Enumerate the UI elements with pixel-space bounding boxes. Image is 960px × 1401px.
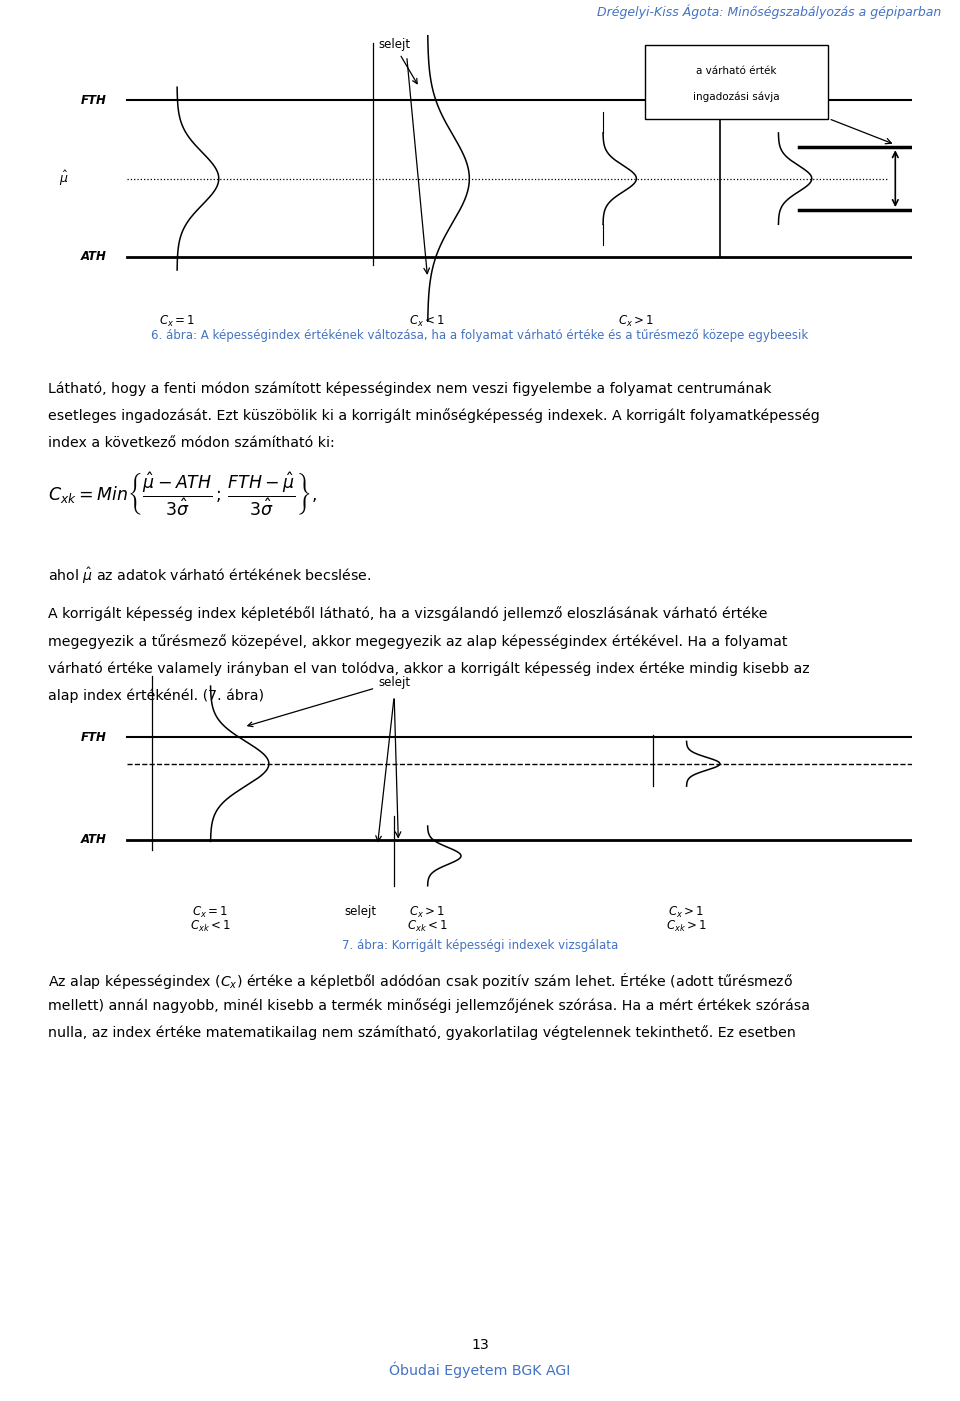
Text: Látható, hogy a fenti módon számított képességindex nem veszi figyelembe a folya: Látható, hogy a fenti módon számított ké… — [48, 381, 772, 395]
Text: $C_{xk} = Min\left\{\dfrac{\hat{\mu} - ATH}{3\hat{\sigma}}\,;\,\dfrac{FTH - \hat: $C_{xk} = Min\left\{\dfrac{\hat{\mu} - A… — [48, 471, 317, 517]
Text: $C_{xk}<1$: $C_{xk}<1$ — [190, 919, 231, 934]
Text: Drégelyi-Kiss Ágota: Minőségszabályozás a gépiparban: Drégelyi-Kiss Ágota: Minőségszabályozás … — [596, 4, 941, 20]
Text: nulla, az index értéke matematikailag nem számítható, gyakorlatilag végtelennek : nulla, az index értéke matematikailag ne… — [48, 1026, 796, 1041]
Text: megegyezik a tűrésmező közepével, akkor megegyezik az alap képességindex értékév: megegyezik a tűrésmező közepével, akkor … — [48, 633, 787, 649]
Text: index a következő módon számítható ki:: index a következő módon számítható ki: — [48, 436, 335, 450]
Text: alap index értékénél. (7. ábra): alap index értékénél. (7. ábra) — [48, 688, 264, 703]
Text: $C_x>1$: $C_x>1$ — [410, 905, 445, 920]
Text: $C_x>1$: $C_x>1$ — [618, 314, 655, 329]
Text: FTH: FTH — [81, 94, 107, 106]
Text: $\hat{\mu}$: $\hat{\mu}$ — [59, 170, 68, 188]
Text: ahol $\hat{\mu}$ az adatok várható értékének becslése.: ahol $\hat{\mu}$ az adatok várható érték… — [48, 565, 372, 586]
Text: 7. ábra: Korrigált képességi indexek vizsgálata: 7. ábra: Korrigált képességi indexek viz… — [342, 939, 618, 951]
Text: $C_{xk}>1$: $C_{xk}>1$ — [666, 919, 707, 934]
Text: Óbudai Egyetem BGK AGI: Óbudai Egyetem BGK AGI — [390, 1362, 570, 1379]
Bar — [645, 45, 828, 119]
Text: esetleges ingadozását. Ezt küszöbölik ki a korrigált minőségképesség indexek. A : esetleges ingadozását. Ezt küszöbölik ki… — [48, 409, 820, 423]
Text: $C_x=1$: $C_x=1$ — [192, 905, 228, 920]
Text: Az alap képességindex ($C_x$) értéke a képletből adódóan csak pozitív szám lehet: Az alap képességindex ($C_x$) értéke a k… — [48, 971, 793, 991]
Text: ATH: ATH — [81, 251, 107, 263]
Text: selejt: selejt — [345, 905, 377, 918]
Text: A korrigált képesség index képletéből látható, ha a vizsgálandó jellemző eloszlá: A korrigált képesség index képletéből lá… — [48, 607, 767, 622]
Text: 6. ábra: A képességindex értékének változása, ha a folyamat várható értéke és a : 6. ábra: A képességindex értékének válto… — [152, 329, 808, 342]
Text: mellett) annál nagyobb, minél kisebb a termék minőségi jellemzőjének szórása. Ha: mellett) annál nagyobb, minél kisebb a t… — [48, 998, 810, 1013]
Text: $C_x=1$: $C_x=1$ — [159, 314, 195, 329]
Text: a várható érték: a várható érték — [696, 66, 777, 76]
Text: selejt: selejt — [248, 675, 410, 727]
Text: 13: 13 — [471, 1338, 489, 1352]
Text: $C_x>1$: $C_x>1$ — [668, 905, 705, 920]
Text: FTH: FTH — [81, 731, 107, 744]
Text: várható értéke valamely irányban el van tolódva, akkor a korrigált képesség inde: várható értéke valamely irányban el van … — [48, 661, 809, 675]
Text: selejt: selejt — [378, 38, 417, 84]
Text: $C_{xk}<1$: $C_{xk}<1$ — [407, 919, 448, 934]
Text: ingadozási sávja: ingadozási sávja — [693, 91, 780, 102]
Text: $C_x<1$: $C_x<1$ — [410, 314, 445, 329]
Text: ATH: ATH — [81, 834, 107, 846]
